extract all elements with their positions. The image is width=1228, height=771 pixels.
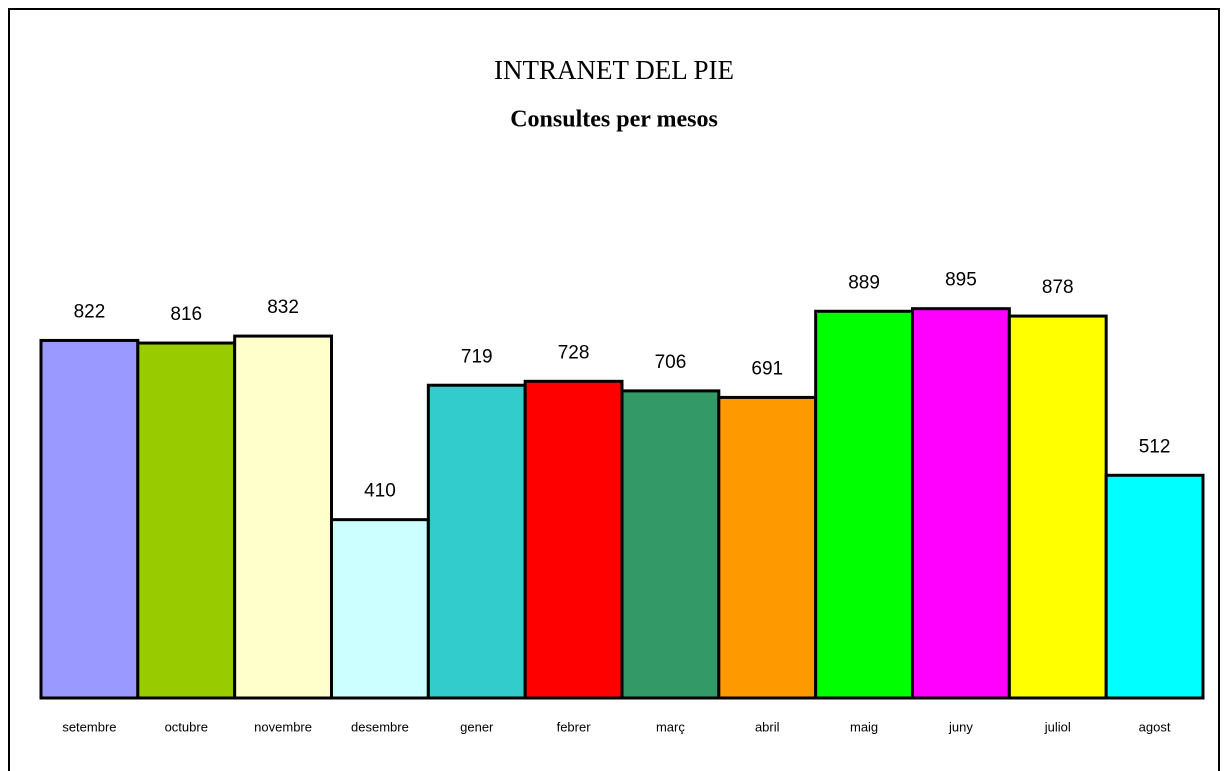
value-label: 410 [364, 481, 396, 502]
x-tick-label: desembre [351, 719, 409, 734]
bar [717, 395, 818, 700]
bar [136, 341, 237, 700]
x-tick-label: juliol [1044, 719, 1071, 734]
bar [1007, 314, 1108, 700]
value-label: 816 [170, 304, 202, 325]
value-label: 822 [74, 301, 106, 322]
x-tick-label: setembre [62, 719, 116, 734]
value-label: 889 [848, 272, 880, 293]
x-tick-label: juny [948, 719, 973, 734]
x-tick-label: març [656, 719, 685, 734]
chart-subtitle: Consultes per mesos [510, 107, 718, 133]
bar [523, 379, 624, 700]
x-tick-label: maig [850, 719, 878, 734]
x-tick-label: octubre [165, 719, 208, 734]
chart-title: INTRANET DEL PIE [494, 55, 734, 85]
value-label: 832 [267, 297, 299, 318]
bar [330, 518, 430, 700]
value-label: 719 [461, 346, 493, 367]
x-tick-label: abril [755, 719, 780, 734]
x-tick-label: novembre [254, 719, 312, 734]
bar [233, 334, 334, 700]
bar [39, 338, 140, 700]
x-tick-label: febrer [557, 719, 592, 734]
x-tick-label: gener [460, 719, 494, 734]
bar [620, 389, 721, 700]
value-label: 895 [945, 270, 977, 291]
value-label: 706 [655, 352, 687, 373]
frame [8, 8, 1220, 771]
value-label: 878 [1042, 277, 1074, 298]
x-tick-label: agost [1139, 719, 1171, 734]
value-label: 691 [751, 358, 783, 379]
value-label: 728 [558, 342, 590, 363]
bar [1104, 473, 1205, 700]
bar [426, 383, 527, 700]
value-label: 512 [1139, 436, 1171, 457]
bar [911, 307, 1011, 700]
bar [814, 309, 915, 700]
